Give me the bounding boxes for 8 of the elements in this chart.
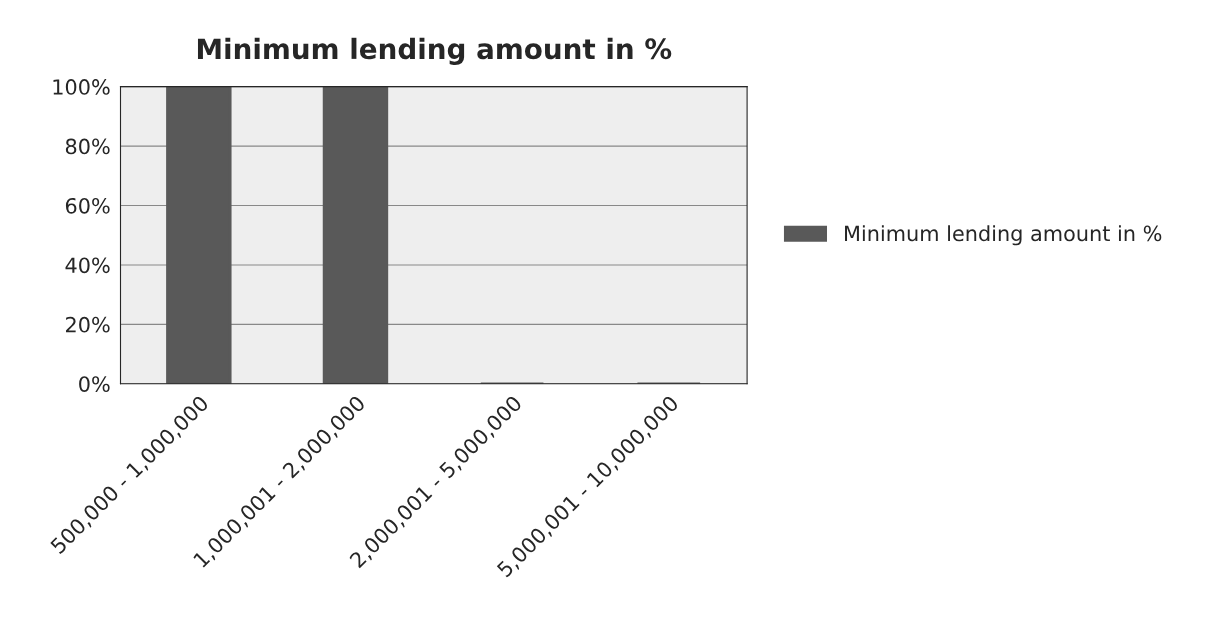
y-tick-label: 80%	[65, 138, 110, 155]
chart-title: Minimum lending amount in %	[197, 37, 672, 65]
legend-label: Minimum lending amount in %	[845, 225, 1162, 246]
y-tick-label: 40%	[65, 257, 110, 274]
y-tick-label: 100%	[53, 79, 110, 95]
y-tick-label: 20%	[66, 316, 110, 333]
y-tick-label: 0%	[79, 376, 110, 392]
y-tick-label: 60%	[65, 197, 110, 214]
